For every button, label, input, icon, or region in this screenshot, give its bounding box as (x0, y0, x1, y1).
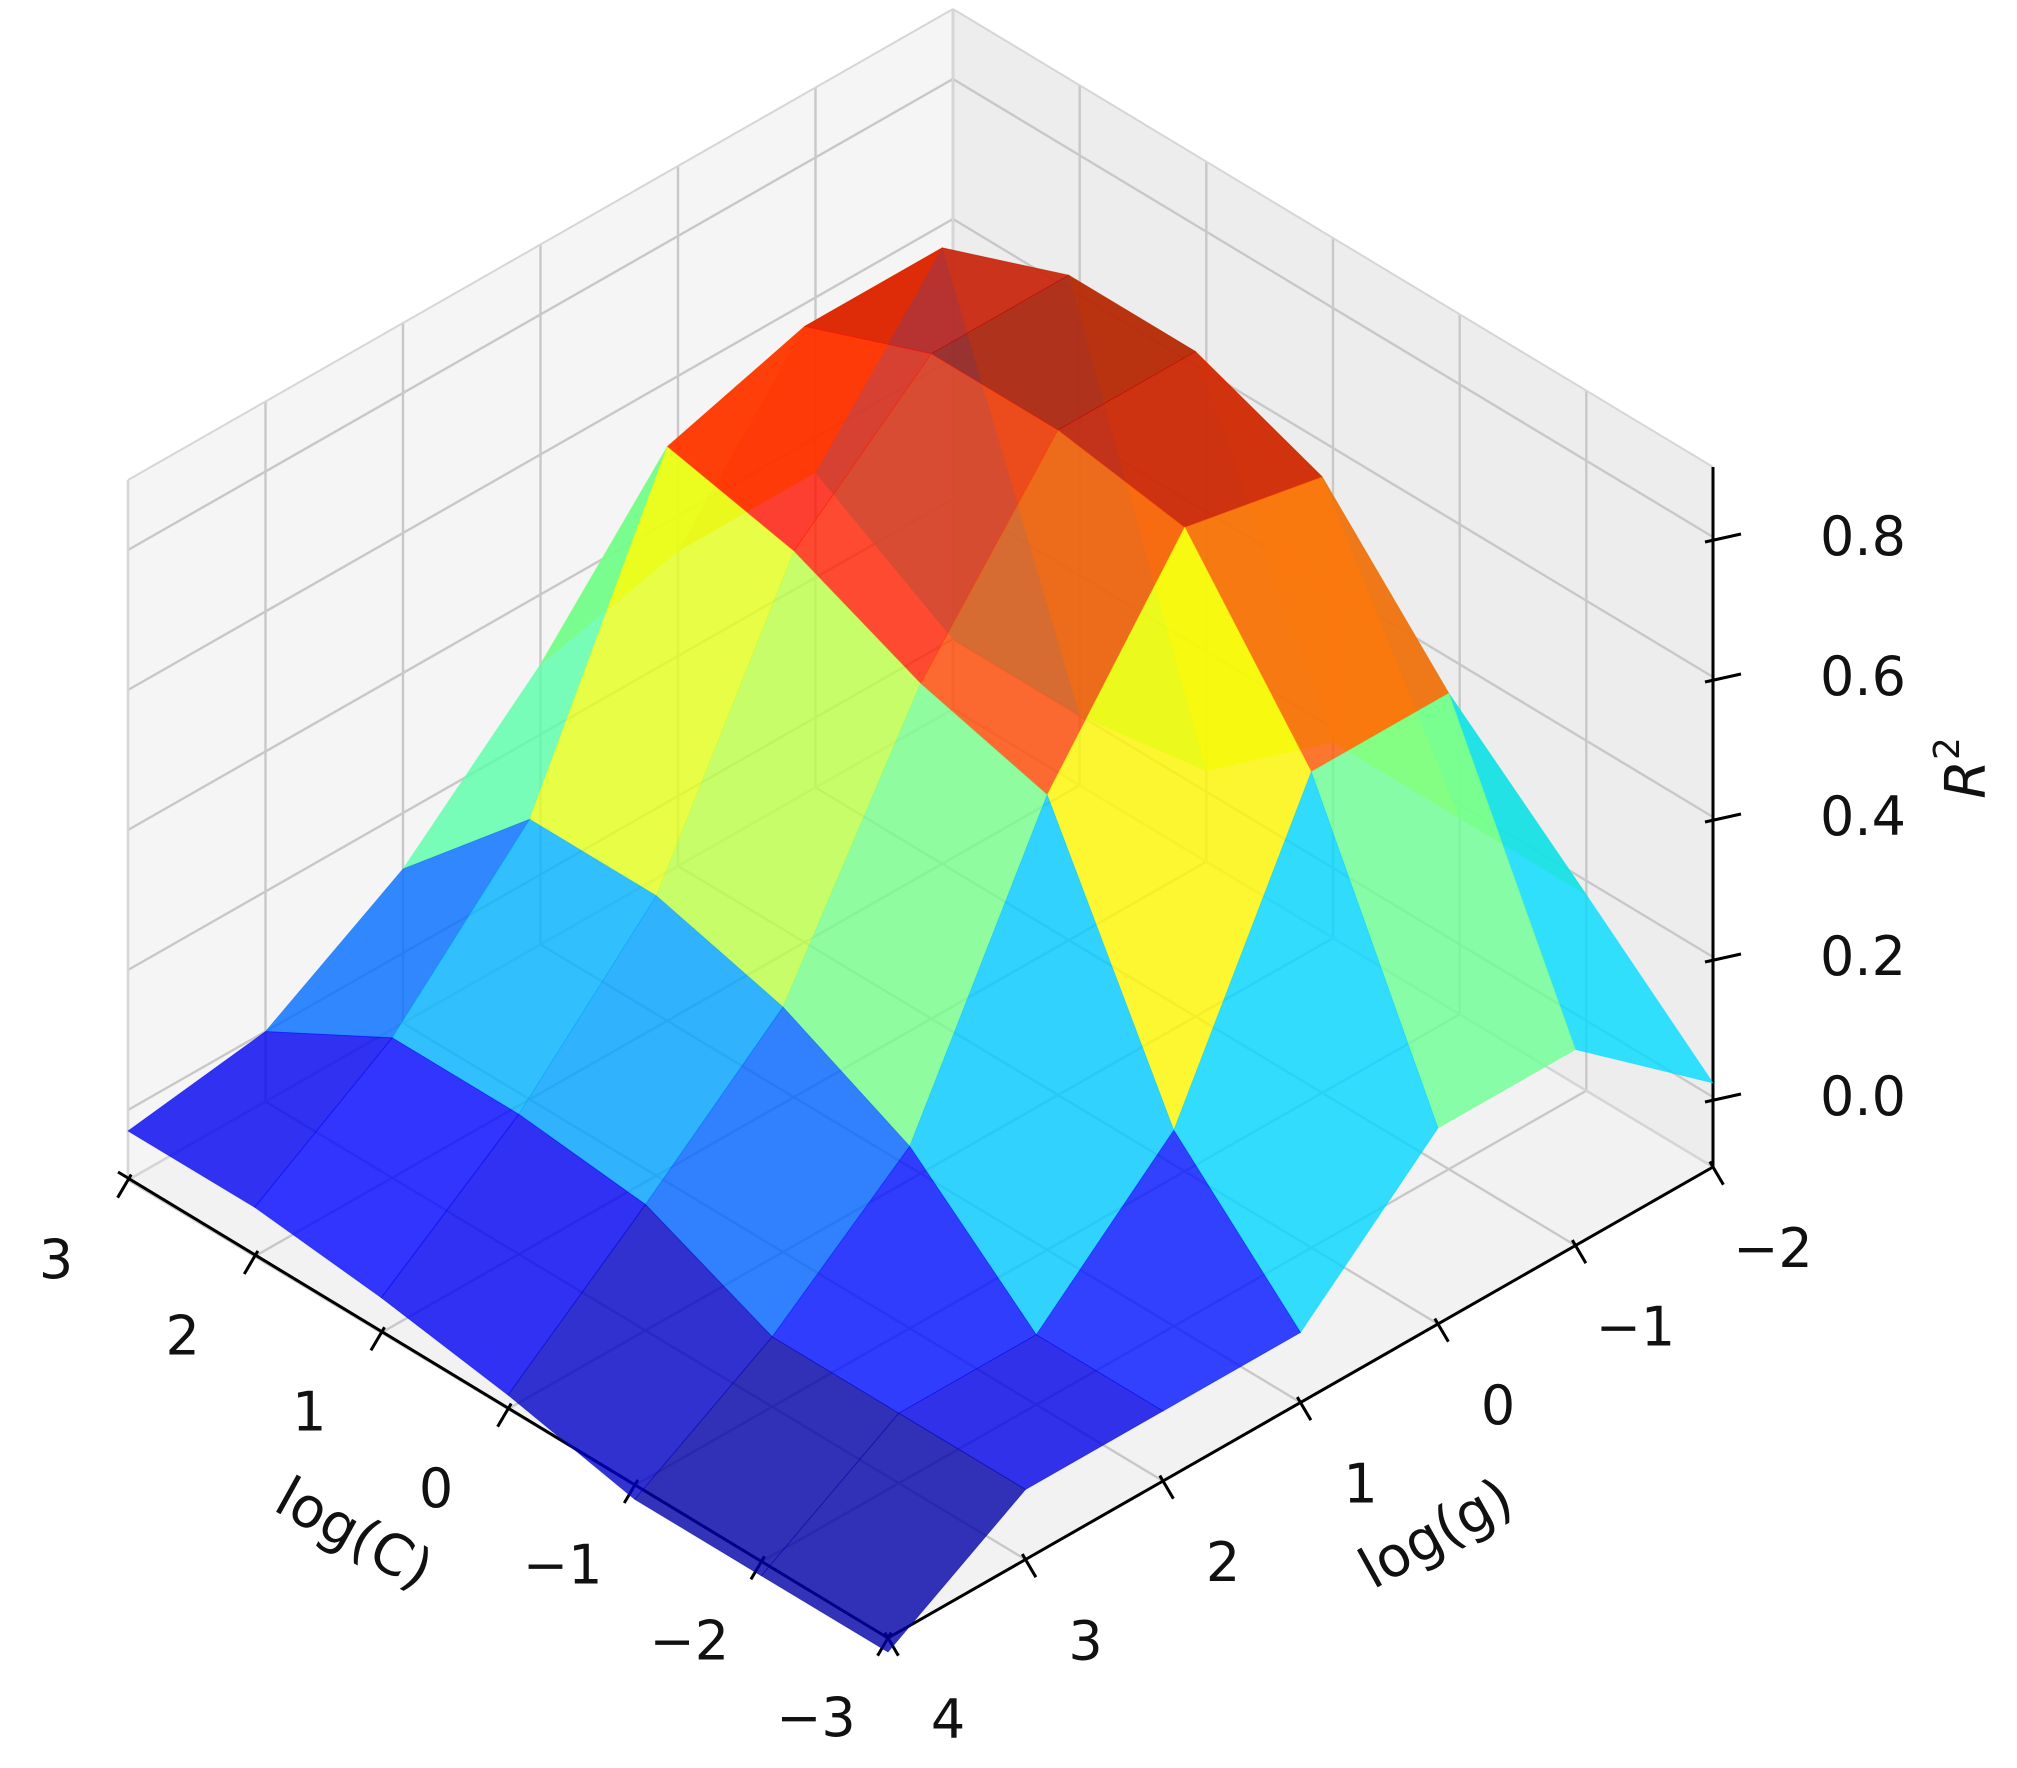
z-axis-label-main: R (1934, 760, 1999, 799)
y-tick (1571, 1239, 1588, 1264)
x-tick-label: 3 (39, 1228, 73, 1291)
axes-labels: 3 2 1 0 −1 −2 −3 −2 −1 0 1 2 3 4 0.0 0.2 0.4 0.6 0.8 (39, 505, 1906, 1751)
z-tick (1704, 532, 1742, 544)
x-axis-label: log(C) (265, 1465, 444, 1603)
x-tick-label: −3 (776, 1686, 856, 1749)
z-axis-label-sup: 2 (1927, 737, 1968, 760)
surface-mesh (127, 246, 1714, 1653)
z-tick-label: 0.2 (1820, 925, 1906, 988)
x-tick-label: 0 (419, 1457, 453, 1520)
x-tick-label: −2 (650, 1610, 730, 1673)
y-tick-label: −1 (1596, 1296, 1676, 1359)
y-tick-label: 4 (931, 1688, 965, 1751)
z-tick (1704, 952, 1742, 964)
x-tick-label: −1 (523, 1533, 603, 1596)
surface-patch (760, 1412, 1027, 1653)
y-tick (1708, 1160, 1725, 1186)
y-tick (1433, 1317, 1450, 1343)
z-axis-label: R2 (1927, 737, 1999, 799)
axes-ticks (116, 467, 1742, 1657)
z-tick-label: 0.6 (1820, 645, 1906, 708)
z-tick (1704, 1092, 1742, 1104)
x-tick-label: 1 (292, 1381, 326, 1444)
y-tick-label: 3 (1068, 1610, 1102, 1673)
y-tick-label: −2 (1733, 1217, 1813, 1280)
x-tick-label: 2 (165, 1304, 199, 1367)
y-tick-label: 0 (1481, 1374, 1515, 1437)
z-tick-label: 0.4 (1820, 785, 1906, 848)
z-tick (1704, 672, 1742, 684)
x-tick (242, 1250, 260, 1275)
y-tick-label: 1 (1343, 1453, 1377, 1516)
y-tick (1021, 1553, 1038, 1578)
z-tick-label: 0.8 (1820, 505, 1906, 568)
x-tick (116, 1173, 133, 1199)
x-tick (369, 1326, 386, 1352)
x-tick (496, 1402, 513, 1428)
y-tick-label: 2 (1206, 1531, 1240, 1594)
pane-edge (127, 8, 954, 481)
y-tick (1296, 1396, 1313, 1421)
z-tick (1704, 812, 1742, 824)
y-tick (1158, 1474, 1175, 1500)
z-tick-label: 0.0 (1820, 1065, 1906, 1128)
pane-edge (952, 8, 1714, 468)
